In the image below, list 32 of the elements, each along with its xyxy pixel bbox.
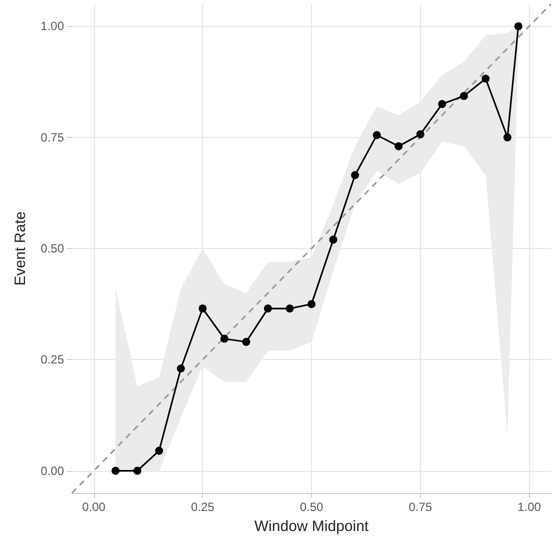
y-axis-title: Event Rate [12,211,29,286]
point [482,74,490,83]
point [176,364,185,373]
y-tick-label: 0.75 [40,130,64,144]
x-axis-title: Window Midpoint [254,518,370,535]
y-tick-label: 1.00 [40,19,64,34]
y-tick-label: 0.00 [40,464,64,478]
point [372,131,381,140]
point [198,304,207,313]
point [264,304,272,313]
point [460,92,468,100]
x-tick-label: 0.00 [82,500,106,514]
x-tick-label: 0.75 [408,500,432,514]
point [514,22,522,30]
y-tick-label: 0.50 [40,242,64,256]
point [308,300,316,308]
point [394,142,403,150]
x-tick-label: 0.50 [300,500,324,514]
point [503,133,512,142]
point [133,466,142,475]
point [155,446,164,455]
point [416,130,424,138]
point [286,304,294,313]
point [438,100,446,108]
x-tick-label: 0.25 [190,500,215,514]
point [351,171,360,180]
y-tick-label: 0.25 [40,352,64,367]
point [112,466,120,475]
point [329,236,338,244]
point [242,338,250,346]
x-tick-label: 1.00 [518,500,542,514]
point [220,334,228,343]
